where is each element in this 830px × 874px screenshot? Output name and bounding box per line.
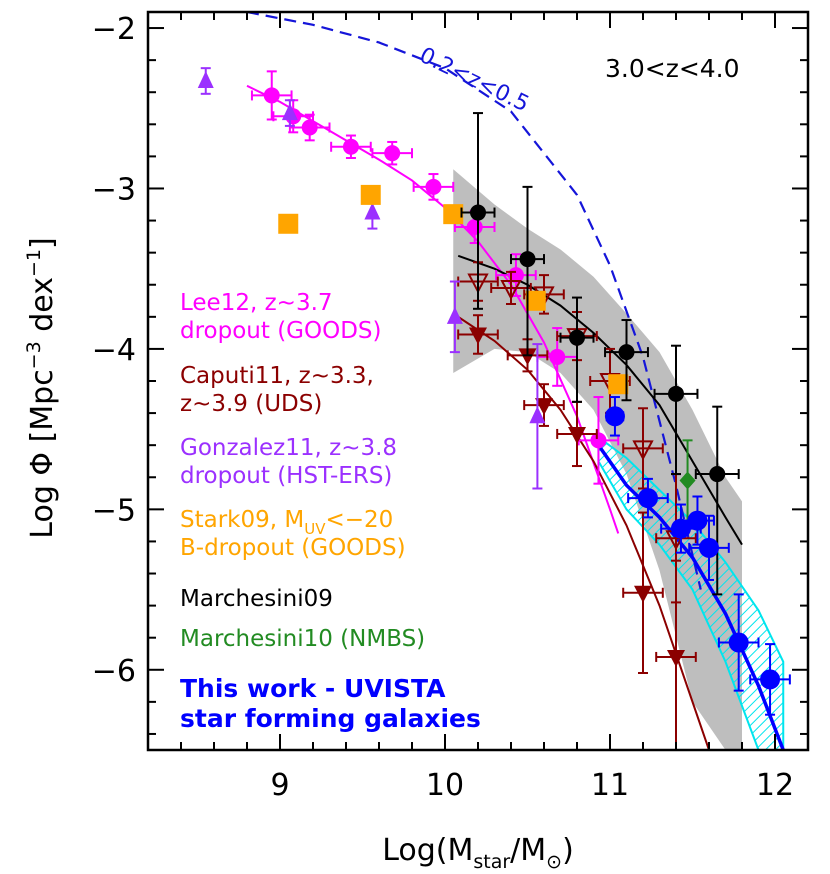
curve-this-work-fit [597, 444, 785, 750]
legend-stark09-sub: UV [304, 520, 326, 538]
point-stark09-muv-20-b-dropout-goods-3 [525, 290, 546, 311]
y-tick-label--3: −3 [92, 172, 136, 207]
point-caputi11-z-3-3-filled-4 [634, 585, 652, 603]
point-stark09-muv-20-b-dropout-goods-4 [608, 374, 629, 395]
point-lee12-z-3-7-dropout-goods-0 [263, 87, 280, 104]
point-caputi11-z-3-3-filled-0 [469, 327, 487, 345]
point-marchesini09-1 [519, 251, 536, 268]
legend-lee12: Lee12, z~3.7 dropout (GOODS) [180, 290, 382, 344]
uncertainty-bands [453, 169, 785, 750]
point-this-work-uvista-star-forming-galaxies-0 [604, 406, 625, 427]
legend-gonzalez11-line1: Gonzalez11, z~3.8 [180, 435, 397, 461]
point-this-work-uvista-star-forming-galaxies-2 [670, 518, 691, 539]
y-tick-label--2: −2 [92, 12, 136, 47]
point-this-work-uvista-star-forming-galaxies-3 [687, 510, 708, 531]
point-caputi11-z-3-3-filled-5 [667, 649, 685, 667]
point-lee12-z-3-7-dropout-goods-3 [342, 138, 359, 155]
point-stark09-muv-20-b-dropout-goods-0 [278, 213, 299, 234]
y-tick-label--5: −5 [92, 493, 136, 528]
point-marchesini09-5 [709, 466, 726, 483]
point-stark09-muv-20-b-dropout-goods-1 [360, 184, 381, 205]
series-gonzalez11-z-3-8-dropout-hst-ers [197, 67, 546, 490]
legend-this-work-line2: star forming galaxies [180, 704, 481, 733]
x-tick-label-12: 12 [756, 768, 794, 803]
legend-marchesini09: Marchesini09 [180, 586, 333, 612]
redshift-label: 3.0<z<4.0 [605, 54, 740, 83]
point-caputi11-z-3-3-filled-3 [568, 426, 586, 444]
point-lee12-z-3-7-dropout-goods-9 [590, 432, 607, 449]
legend-lee12-line1: Lee12, z~3.7 [180, 290, 333, 316]
point-gonzalez11-z-3-8-dropout-hst-ers-3 [446, 306, 463, 324]
point-marchesini09-2 [569, 329, 585, 346]
curve-caputi11-fit [452, 312, 710, 750]
x-tick-label-9: 9 [270, 768, 289, 803]
legend-this-work: This work - UVISTA star forming galaxies [180, 674, 481, 733]
point-marchesini09-4 [668, 385, 684, 402]
legend-stark09-line1: Stark09, M [180, 507, 304, 533]
legend-gonzalez11: Gonzalez11, z~3.8 dropout (HST-ERS) [180, 435, 404, 489]
legend-lee12-line2: dropout (GOODS) [180, 318, 382, 344]
point-gonzalez11-z-3-8-dropout-hst-ers-1 [281, 103, 298, 121]
y-tick-label--4: −4 [92, 333, 136, 368]
series-marchesini09 [460, 112, 740, 596]
point-gonzalez11-z-3-8-dropout-hst-ers-2 [364, 202, 381, 220]
band-marchesini09-uncertainty [453, 169, 742, 750]
legend-this-work-line1: This work - UVISTA [180, 674, 446, 703]
y-axis-title: Log Φ [Mpc−3 dex−1] [23, 237, 60, 538]
point-lee12-z-3-7-dropout-goods-8 [549, 348, 566, 365]
data-points [197, 67, 791, 750]
reference-curve [246, 12, 702, 590]
legend-stark09-line2: B-dropout (GOODS) [180, 535, 406, 561]
x-axis-title: Log(Mstar/M⊙) [382, 833, 574, 873]
point-lee12-z-3-7-dropout-goods-5 [425, 178, 442, 195]
legend-caputi11-line1: Caputi11, z~3.3, [180, 363, 374, 389]
legend-gonzalez11-line2: dropout (HST-ERS) [180, 463, 392, 489]
band-this-work-uncertainty [597, 435, 785, 750]
axis-ticks: 9 10 11 12 −2 −3 −4 −5 −6 [92, 12, 809, 803]
point-marchesini10-nmbs-0 [679, 471, 696, 490]
point-caputi11-z-3-9-open-1 [500, 279, 522, 301]
legend-caputi11-line2: z~3.9 (UDS) [180, 391, 322, 417]
series-this-work-uvista-star-forming-galaxies [604, 396, 791, 716]
point-this-work-uvista-star-forming-galaxies-1 [637, 488, 658, 509]
point-lee12-z-3-7-dropout-goods-2 [301, 119, 318, 136]
point-this-work-uvista-star-forming-galaxies-4 [699, 537, 719, 558]
series-stark09-muv-20-b-dropout-goods [278, 184, 629, 395]
point-this-work-uvista-star-forming-galaxies-6 [760, 669, 781, 690]
point-marchesini09-0 [470, 204, 486, 221]
point-caputi11-z-3-3-filled-2 [535, 398, 553, 416]
legend-stark09-tail: <−20 [325, 507, 393, 533]
point-lee12-z-3-7-dropout-goods-6 [466, 218, 483, 235]
legend-stark09: Stark09, MUV<−20 B-dropout (GOODS) [180, 507, 406, 561]
point-gonzalez11-z-3-8-dropout-hst-ers-4 [529, 406, 546, 424]
point-caputi11-z-3-3-filled-1 [518, 348, 537, 366]
y-tick-label--6: −6 [92, 654, 136, 689]
point-lee12-z-3-7-dropout-goods-4 [384, 145, 401, 162]
series-caputi11-z-3-9-open [457, 261, 697, 604]
point-marchesini09-3 [618, 344, 635, 361]
x-tick-label-10: 10 [426, 768, 464, 803]
point-stark09-muv-20-b-dropout-goods-2 [443, 204, 464, 225]
point-this-work-uvista-star-forming-galaxies-5 [728, 632, 749, 653]
point-gonzalez11-z-3-8-dropout-hst-ers-0 [197, 70, 214, 88]
reference-curve-label: 0.2<z<0.5 [415, 43, 532, 117]
point-caputi11-z-3-9-open-5 [632, 440, 654, 461]
legend-marchesini10: Marchesini10 (NMBS) [180, 626, 425, 652]
x-tick-label-11: 11 [591, 768, 629, 803]
legend: Lee12, z~3.7 dropout (GOODS) Caputi11, z… [180, 290, 481, 733]
legend-caputi11: Caputi11, z~3.3, z~3.9 (UDS) [180, 363, 381, 417]
